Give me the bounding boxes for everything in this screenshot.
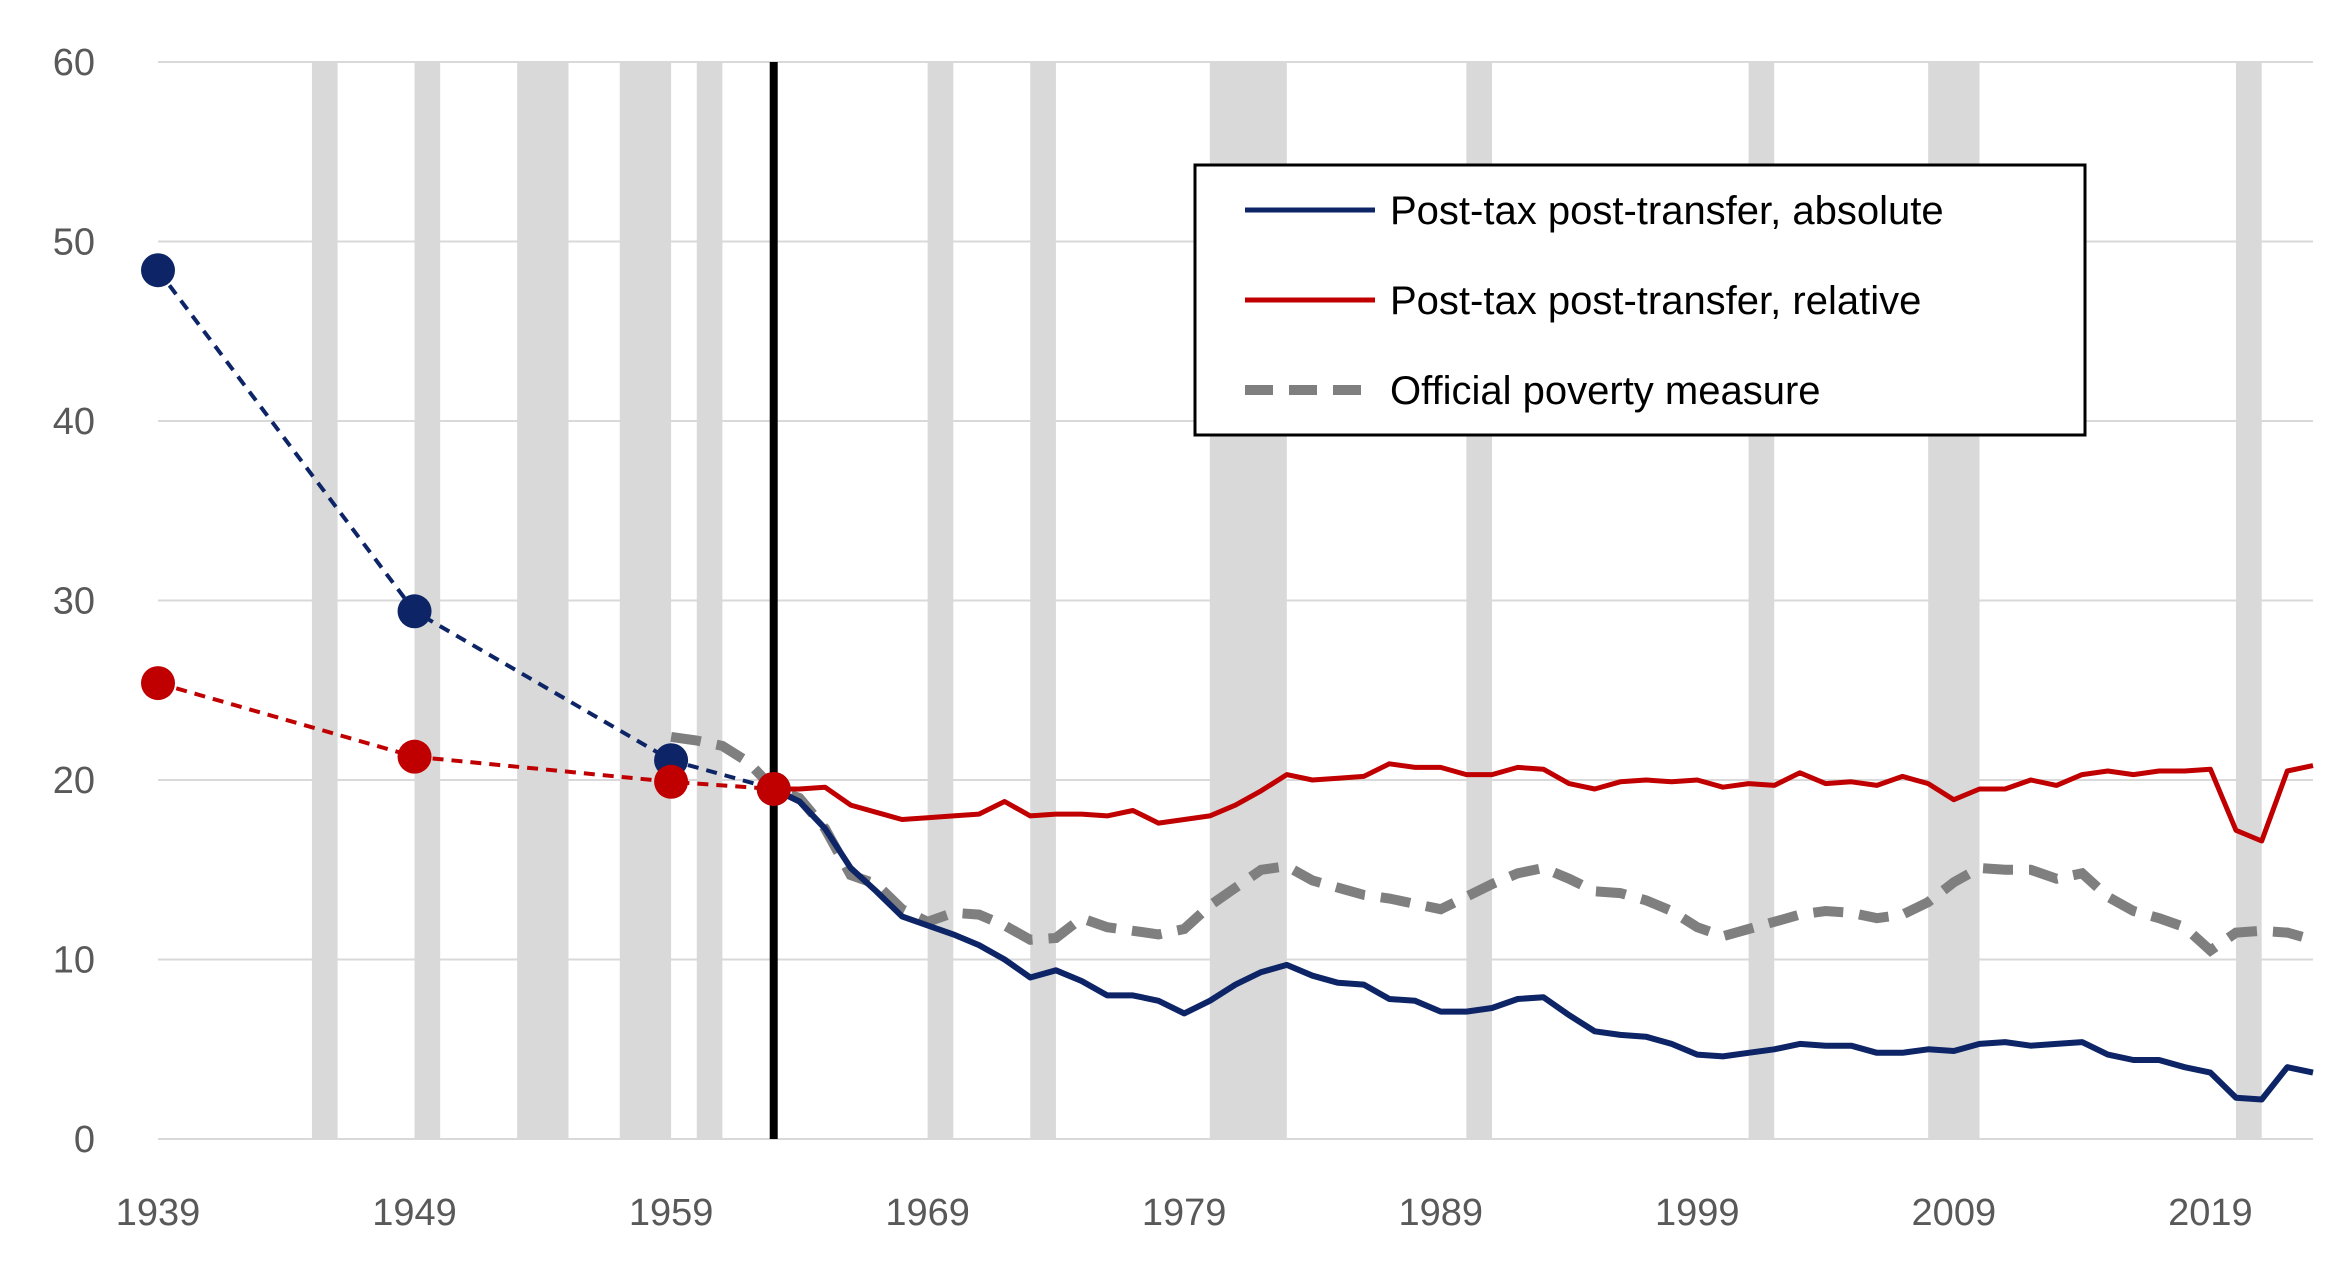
y-tick-label-0: 0 bbox=[74, 1119, 95, 1161]
series-line-absolute-decennial bbox=[156, 268, 775, 791]
legend-label-absolute: Post-tax post-transfer, absolute bbox=[1390, 189, 1944, 233]
data-point-relative-1959 bbox=[654, 764, 689, 799]
x-tick-label-1939: 1939 bbox=[116, 1192, 201, 1234]
legend-label-official: Official poverty measure bbox=[1390, 369, 1821, 413]
x-tick-label-2019: 2019 bbox=[2168, 1192, 2253, 1234]
data-point-absolute-1949 bbox=[397, 594, 432, 629]
series-markers bbox=[141, 253, 791, 806]
y-tick-label-20: 20 bbox=[53, 760, 95, 802]
data-point-relative-1949 bbox=[397, 739, 432, 774]
legend-label-relative: Post-tax post-transfer, relative bbox=[1390, 279, 1921, 323]
x-tick-label-1949: 1949 bbox=[372, 1192, 457, 1234]
y-tick-label-30: 30 bbox=[53, 581, 95, 623]
legend: Post-tax post-transfer, absolute Post-ta… bbox=[1193, 163, 2087, 437]
x-tick-label-1979: 1979 bbox=[1142, 1192, 1227, 1234]
data-point-relative-1963 bbox=[756, 771, 791, 806]
series-lines bbox=[156, 268, 2315, 1103]
series-line-relative-decennial bbox=[157, 681, 774, 791]
series-line-relative bbox=[773, 761, 2314, 844]
y-axis-ticks: 0 10 20 30 40 50 60 bbox=[53, 42, 95, 1161]
y-tick-label-10: 10 bbox=[53, 940, 95, 982]
series-line-absolute bbox=[772, 786, 2314, 1103]
y-tick-label-40: 40 bbox=[53, 401, 95, 443]
x-tick-label-2009: 2009 bbox=[1912, 1192, 1997, 1234]
y-tick-label-60: 60 bbox=[53, 42, 95, 84]
y-tick-label-50: 50 bbox=[53, 222, 95, 264]
series-line-official bbox=[670, 731, 2315, 957]
x-tick-label-1999: 1999 bbox=[1655, 1192, 1740, 1234]
x-axis-ticks: 1939 1949 1959 1969 1979 1989 1999 2009 2019 bbox=[116, 1192, 2253, 1234]
data-point-relative-1939 bbox=[141, 666, 175, 701]
x-tick-label-1969: 1969 bbox=[885, 1192, 970, 1234]
x-tick-label-1959: 1959 bbox=[629, 1192, 714, 1234]
data-point-absolute-1939 bbox=[141, 253, 175, 288]
x-tick-label-1989: 1989 bbox=[1398, 1192, 1483, 1234]
